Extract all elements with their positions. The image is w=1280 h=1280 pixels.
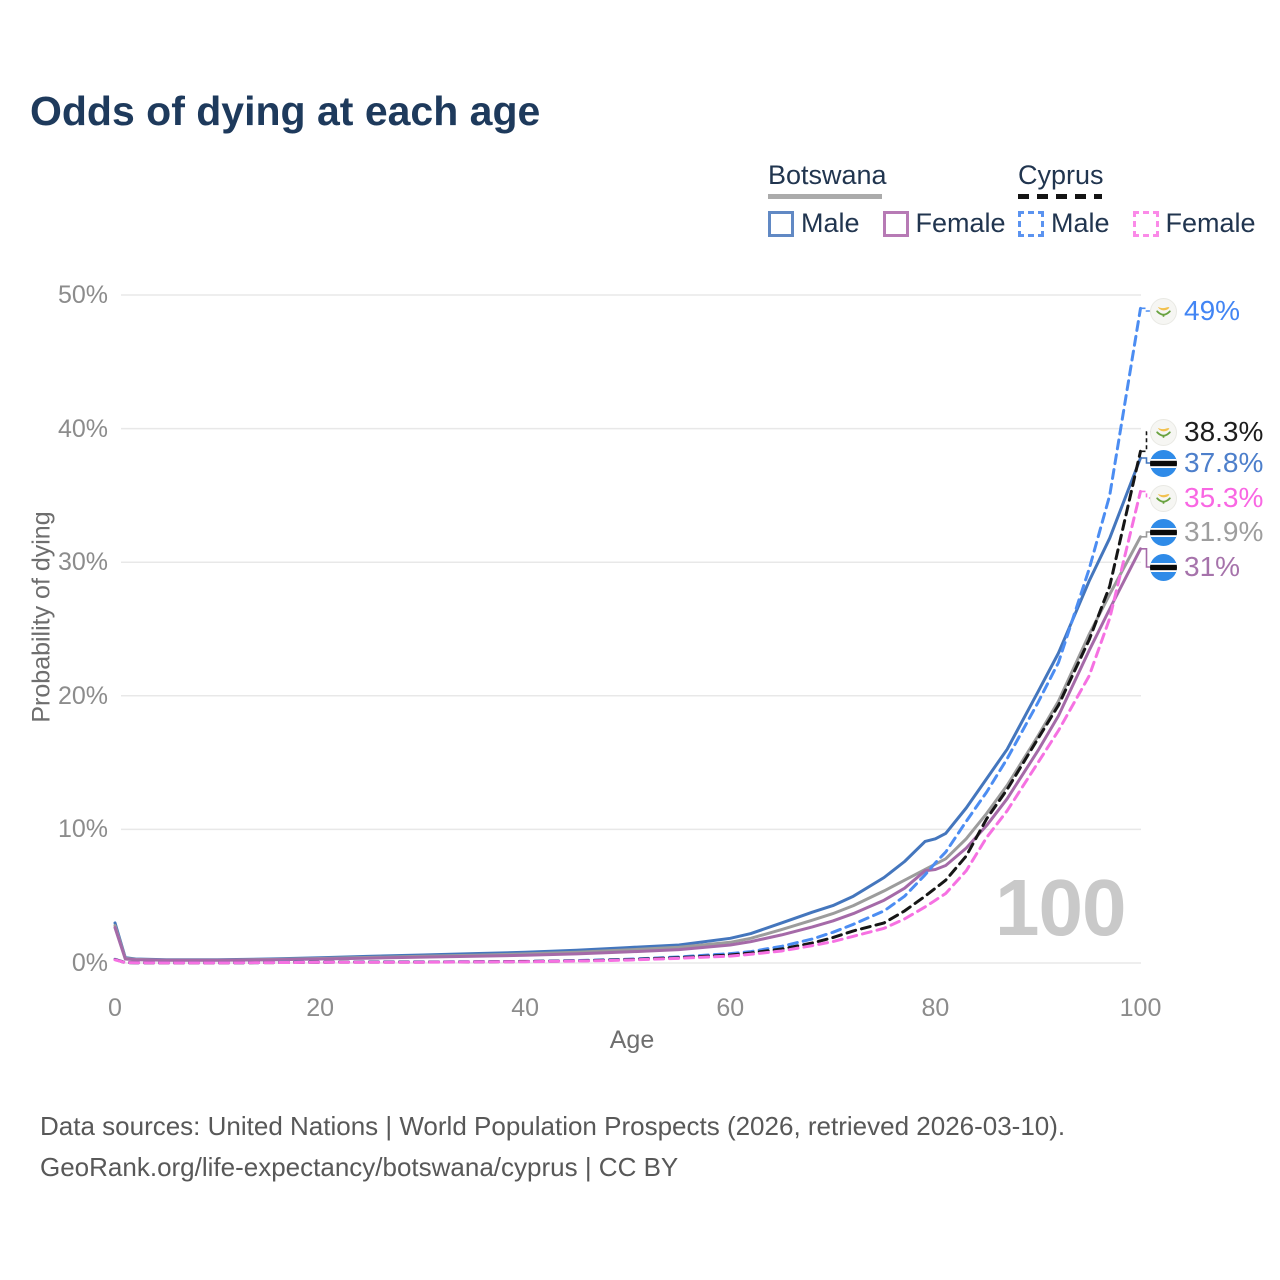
y-tick-30%: 30% [57, 548, 108, 577]
attribution-line[interactable]: GeoRank.org/life-expectancy/botswana/cyp… [40, 1152, 679, 1182]
legend-item-cyprus-female[interactable]: Female [1132, 208, 1256, 239]
end-label-value: 38.3% [1184, 416, 1264, 447]
botswana-female-swatch [882, 210, 909, 237]
cyprus-overall-line-key [1018, 194, 1102, 199]
x-tick-0: 0 [108, 994, 122, 1022]
end-label-value: 49% [1184, 295, 1241, 326]
y-tick-50%: 50% [57, 281, 108, 309]
legend-items-cyprus: Male Female [1018, 208, 1256, 239]
legend-group-botswana: Botswana Male Female [768, 160, 1006, 239]
end-label-botswana-female: 31% [1150, 551, 1241, 582]
legend-item-cyprus-male[interactable]: Male [1018, 208, 1110, 239]
botswana-flag-icon [1150, 553, 1177, 581]
y-tick-40%: 40% [57, 414, 108, 443]
cyprus-female-swatch [1132, 210, 1159, 237]
legend-item-label: Female [915, 208, 1006, 238]
botswana-male-swatch [768, 210, 794, 237]
footer: Data sources: United Nations | World Pop… [40, 1106, 1065, 1188]
botswana-flag-icon [1150, 518, 1177, 546]
line-botswana-both [113, 535, 1142, 962]
cyprus-flag-icon [1150, 297, 1177, 325]
page-title: Odds of dying at each age [30, 88, 541, 134]
legend-title-botswana[interactable]: Botswana [768, 160, 1006, 199]
x-tick-80: 80 [921, 994, 950, 1022]
line-cyprus-male [113, 306, 1142, 965]
x-axis-title: Age [609, 1026, 655, 1054]
x-tick-20: 20 [306, 994, 334, 1022]
end-label-botswana-both: 31.9% [1150, 516, 1264, 547]
legend-country-label: Cyprus [1018, 160, 1104, 190]
line-botswana-male [113, 456, 1142, 962]
end-label-cyprus-female: 35.3% [1150, 482, 1264, 513]
y-tick-0%: 0% [71, 949, 108, 977]
legend-items-botswana: Male Female [768, 208, 1006, 239]
line-cyprus-both [113, 449, 1142, 965]
line-botswana-female [113, 547, 1142, 962]
legend-item-label: Male [801, 208, 860, 238]
x-tick-100: 100 [1119, 994, 1162, 1022]
legend-item-botswana-female[interactable]: Female [882, 208, 1006, 239]
leader-cyprus-male [1141, 307, 1155, 312]
y-tick-10%: 10% [57, 815, 108, 844]
botswana-flag-icon [1150, 449, 1177, 477]
legend-country-label: Botswana [768, 160, 887, 190]
age-100-watermark: 100 [995, 863, 1126, 952]
cyprus-flag-icon [1150, 418, 1177, 446]
legend-item-label: Male [1051, 208, 1110, 238]
end-label-botswana-male: 37.8% [1150, 447, 1264, 478]
legend-group-cyprus: Cyprus Male Female [1018, 160, 1256, 239]
end-label-cyprus-both: 38.3% [1150, 416, 1264, 447]
end-label-cyprus-male: 49% [1150, 295, 1241, 326]
cyprus-male-swatch [1018, 210, 1044, 237]
data-sources-line: Data sources: United Nations | World Pop… [40, 1111, 1066, 1141]
legend-item-label: Female [1165, 208, 1256, 238]
x-tick-40: 40 [511, 994, 540, 1022]
cyprus-flag-icon [1150, 484, 1177, 512]
end-label-value: 31% [1184, 551, 1241, 582]
botswana-overall-line-key [768, 194, 882, 199]
end-label-value: 37.8% [1184, 447, 1264, 478]
x-tick-60: 60 [716, 994, 745, 1022]
end-label-value: 31.9% [1184, 516, 1264, 547]
line-cyprus-female [113, 489, 1142, 965]
legend-item-botswana-male[interactable]: Male [768, 208, 860, 239]
legend-title-cyprus[interactable]: Cyprus [1018, 160, 1256, 199]
y-tick-20%: 20% [57, 681, 108, 710]
end-label-value: 35.3% [1184, 482, 1264, 513]
